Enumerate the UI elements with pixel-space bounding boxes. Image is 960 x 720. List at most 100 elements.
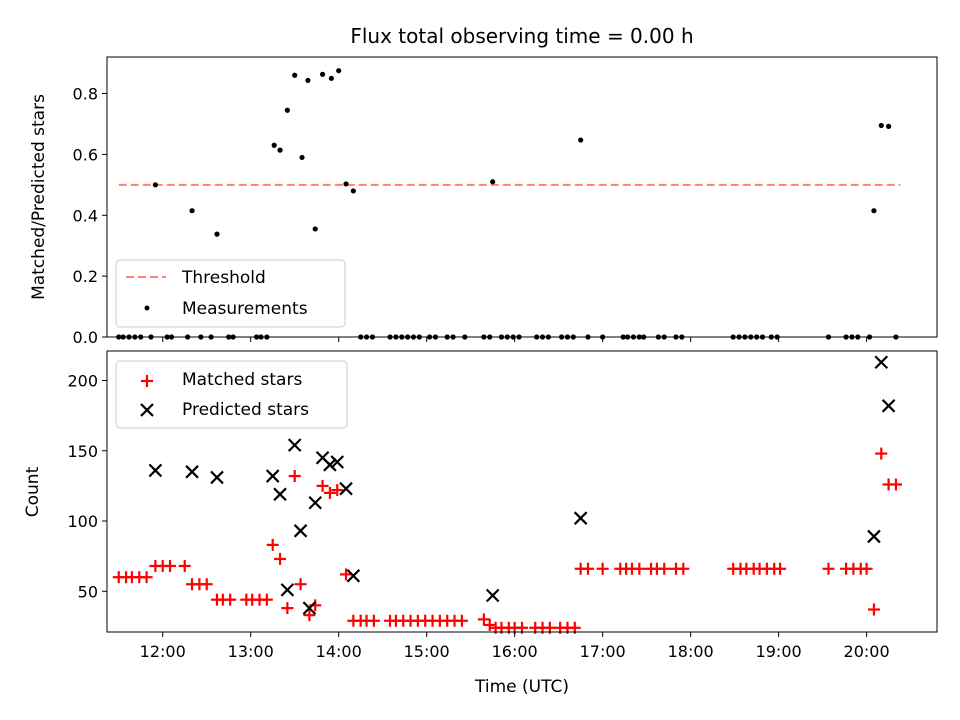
threshold-legend-label: Threshold — [181, 268, 266, 288]
measurement-point — [319, 71, 326, 77]
matched-star-point — [658, 562, 671, 575]
count-x-tick-label: 20:00 — [844, 642, 890, 661]
predicted-star-stroke-b — [323, 458, 337, 472]
predicted-star-stroke-b — [185, 465, 199, 479]
measurement-point — [189, 208, 195, 214]
predicted-star-stroke-b — [485, 588, 500, 603]
predicted-star-stroke-b — [315, 451, 330, 465]
matched-star-point — [200, 578, 213, 591]
matched-legend-swatch — [141, 375, 153, 387]
measurements-legend-swatch — [144, 305, 150, 311]
predicted-star-point — [323, 458, 337, 472]
predicted-star-stroke-b — [881, 399, 896, 413]
count-y-tick-label: 200 — [67, 372, 98, 391]
matched-star-point — [266, 538, 279, 551]
measurement-point — [284, 107, 290, 113]
predicted-star-stroke-b — [273, 487, 287, 502]
predicted-star-point — [573, 511, 588, 525]
predicted-star-stroke-b — [287, 438, 302, 452]
matched-star-point — [303, 609, 316, 622]
matched-star-point — [323, 486, 336, 499]
count-x-tick-label: 17:00 — [580, 642, 626, 661]
predicted-star-point — [273, 487, 287, 502]
matched-star-point — [774, 562, 787, 575]
measurement-point — [292, 72, 298, 78]
matched-star-point — [596, 562, 609, 575]
matched-star-point — [316, 479, 329, 492]
measurement-point — [271, 142, 277, 148]
predicted-star-stroke-b — [148, 463, 163, 478]
matched-star-point — [140, 571, 153, 584]
matched-star-point — [875, 447, 888, 460]
ratio-x-ticks — [162, 337, 868, 342]
count-x-ticks: 12:00 13:00 14:00 15:00 16:00 17:00 18:00 19:00… — [140, 632, 890, 661]
predicted-star-stroke-b — [867, 529, 881, 544]
predicted-star-point — [287, 438, 302, 452]
matched-star-point — [178, 559, 191, 572]
count-x-tick-label: 14:00 — [316, 642, 362, 661]
ratio-y-tick-label: 0.4 — [73, 206, 98, 225]
count-y-tick-label: 150 — [67, 442, 98, 461]
matched-star-point — [164, 559, 177, 572]
measurement-point — [878, 122, 884, 129]
ratio-y-tick-label: 0.0 — [73, 328, 98, 347]
predicted-star-point — [185, 465, 199, 479]
measurement-point — [350, 188, 356, 194]
count-x-axis-label: Time (UTC) — [474, 677, 569, 697]
predicted-star-stroke-b — [293, 524, 308, 538]
predicted-star-point — [293, 524, 308, 538]
ratio-y-tick-label: 0.2 — [73, 267, 98, 286]
count-panel: 50 100 150 200 12:00 13:00 14:00 15:00 16:00 17:… — [23, 350, 938, 697]
predicted-star-point — [265, 469, 280, 483]
measurement-point — [886, 123, 892, 129]
measurement-point — [277, 147, 283, 153]
ratio-panel-frame — [106, 56, 938, 338]
matched-star-point — [294, 578, 307, 591]
predicted-star-stroke-b — [573, 511, 588, 525]
ratio-y-tick-label: 0.8 — [73, 85, 98, 104]
measurement-point — [336, 68, 342, 74]
matched-star-point — [889, 478, 902, 491]
chart-title: Flux total observing time = 0.00 h — [350, 24, 693, 48]
predicted-legend-swatch — [140, 403, 154, 417]
matched-star-point — [367, 614, 380, 627]
predicted-star-stroke-b — [339, 481, 353, 496]
count-y-ticks: 50 100 150 200 — [67, 372, 107, 601]
measurement-point — [214, 231, 220, 237]
count-x-tick-label: 19:00 — [756, 642, 802, 661]
measurement-point — [490, 179, 496, 185]
count-legend: Matched stars Predicted stars — [115, 360, 348, 429]
matched-star-point — [224, 593, 237, 606]
measurement-point — [312, 226, 318, 232]
predicted-star-stroke-b — [346, 569, 361, 583]
ratio-y-ticks: 0.0 0.2 0.4 0.6 0.8 — [73, 85, 107, 347]
matched-legend-label: Matched stars — [182, 370, 302, 390]
matched-star-point — [822, 562, 835, 575]
measurement-point — [328, 75, 334, 81]
ratio-y-axis-label: Matched/Predicted stars — [29, 94, 49, 300]
count-y-tick-label: 50 — [78, 582, 98, 601]
measurements-legend-label: Measurements — [182, 299, 308, 319]
ratio-panel: 0.00.20.40.60.8 Matched/Predicted stars … — [29, 56, 938, 347]
matched-star-point — [860, 562, 873, 575]
ratio-legend: Threshold Measurements — [115, 259, 346, 328]
count-x-tick-label: 13:00 — [228, 642, 274, 661]
predicted-star-stroke-b — [265, 469, 280, 483]
count-y-tick-label: 100 — [67, 512, 98, 531]
ratio-legend-box — [115, 259, 346, 328]
predicted-star-stroke-b — [280, 583, 295, 597]
matched-star-point — [677, 562, 690, 575]
matched-star-point — [340, 568, 353, 581]
count-panel-frame — [106, 350, 938, 633]
matched-star-point — [455, 614, 468, 627]
count-x-tick-label: 15:00 — [404, 642, 450, 661]
predicted-star-stroke-b — [308, 495, 323, 510]
predicted-star-point — [280, 583, 295, 597]
predicted-star-point — [330, 455, 345, 469]
predicted-star-point — [210, 470, 224, 485]
predicted-legend-label: Predicted stars — [182, 400, 309, 420]
measurement-point — [299, 154, 305, 161]
matched-star-point — [483, 618, 496, 631]
